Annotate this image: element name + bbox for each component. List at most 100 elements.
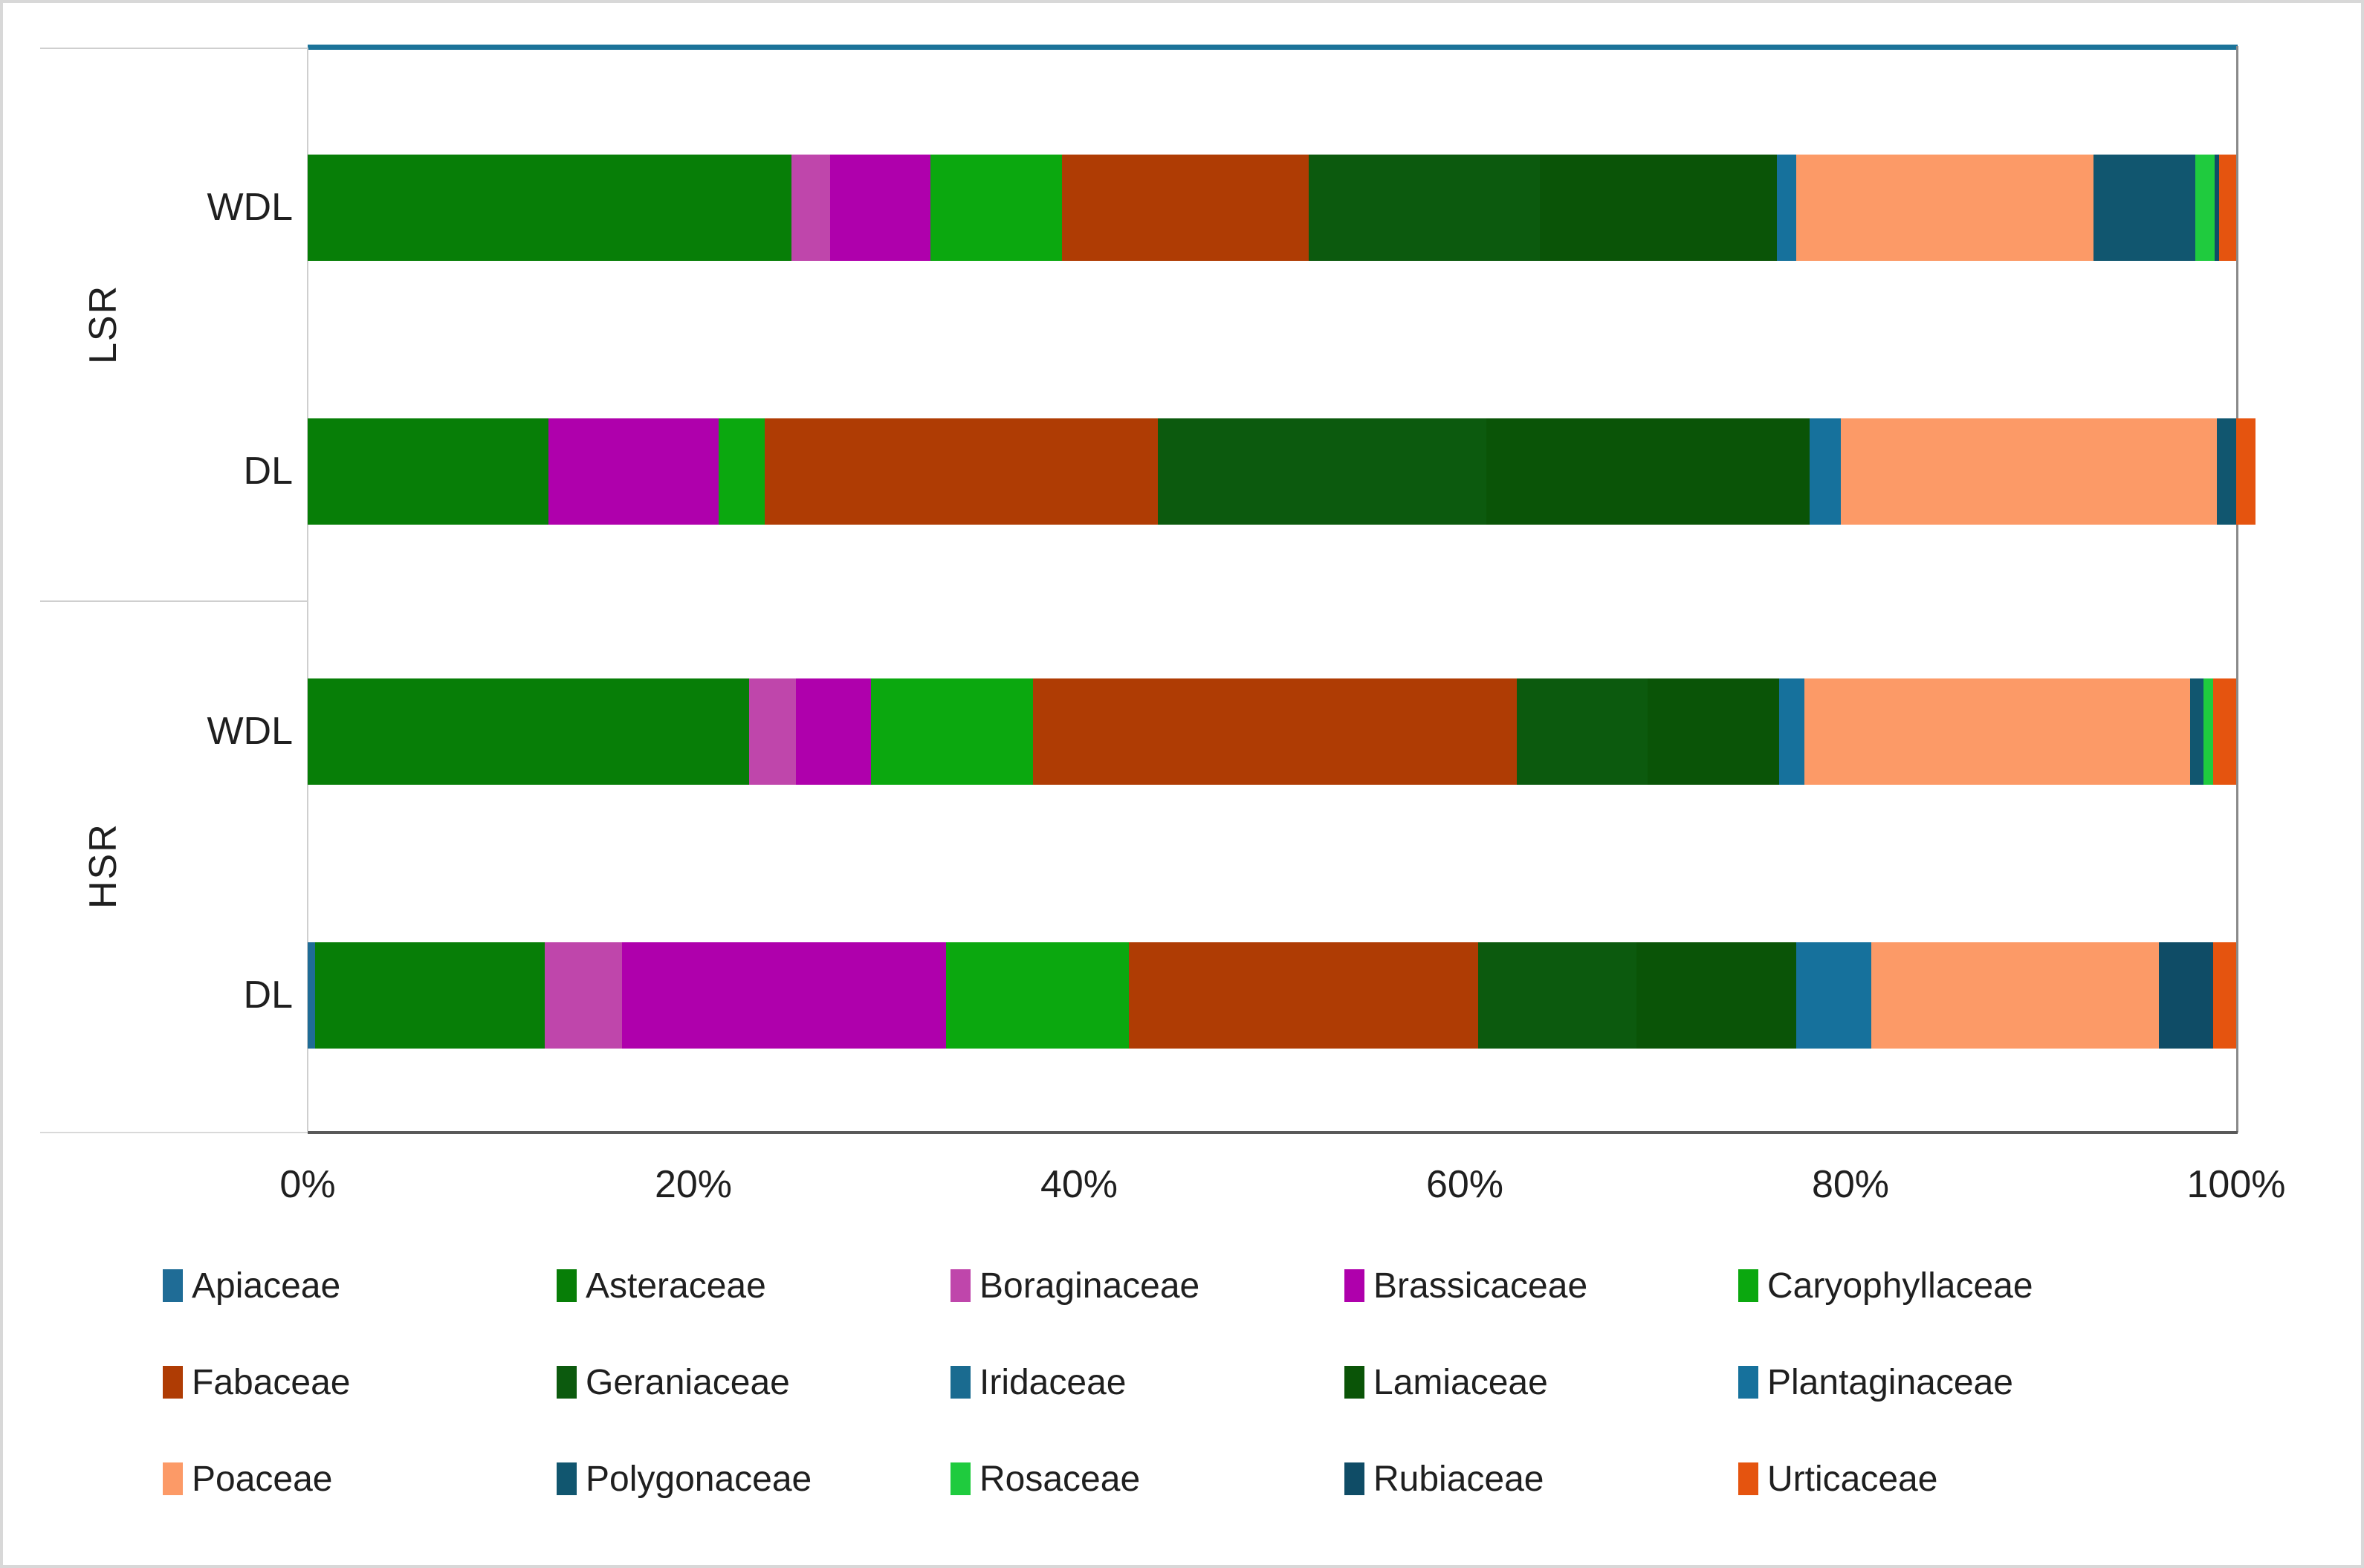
bar-segment-urticaceae bbox=[2218, 155, 2236, 261]
row-label-hsr-wdl: WDL bbox=[207, 710, 293, 753]
legend-label: Brassicaceae bbox=[1373, 1266, 1588, 1306]
bar-segment-urticaceae bbox=[2235, 418, 2255, 525]
legend-item-polygonaceae: Polygonaceae bbox=[557, 1452, 951, 1506]
bar-segment-rosaceae bbox=[2195, 155, 2215, 261]
category-axis-line bbox=[307, 48, 308, 1131]
legend-item-lamiaceae: Lamiaceae bbox=[1344, 1355, 1738, 1409]
legend-swatch-icon bbox=[557, 1269, 577, 1302]
bar-segment-caryophyllaceae bbox=[870, 678, 1033, 785]
bar-segment-plantaginaceae bbox=[1796, 942, 1872, 1049]
group-separator-top bbox=[40, 48, 308, 49]
legend-label: Iridaceae bbox=[979, 1362, 1127, 1402]
legend-label: Lamiaceae bbox=[1373, 1362, 1548, 1402]
bar-segment-fabaceae bbox=[1032, 678, 1518, 785]
legend-item-rubiaceae: Rubiaceae bbox=[1344, 1452, 1738, 1506]
bar-segment-poaceae bbox=[1840, 418, 2217, 525]
bar-segment-urticaceae bbox=[2212, 678, 2236, 785]
legend-label: Rubiaceae bbox=[1373, 1459, 1544, 1499]
bar-segment-rubiaceae bbox=[2159, 942, 2213, 1049]
legend-label: Fabaceae bbox=[192, 1362, 351, 1402]
x-tick-0: 0% bbox=[279, 1163, 336, 1206]
bar-segment-boraginaceae bbox=[749, 678, 796, 785]
row-label-lsr-wdl: WDL bbox=[207, 186, 293, 229]
bar-segment-geraniaceae bbox=[1517, 678, 1648, 785]
bar-segment-geraniaceae bbox=[1478, 942, 1636, 1049]
legend-swatch-icon bbox=[951, 1366, 971, 1399]
legend-item-rosaceae: Rosaceae bbox=[951, 1452, 1344, 1506]
bar-segment-poaceae bbox=[1796, 155, 2093, 261]
bar-segment-fabaceae bbox=[1129, 942, 1479, 1049]
bar-segment-caryophyllaceae bbox=[930, 155, 1062, 261]
bar-segment-asteraceae bbox=[308, 678, 750, 785]
bar-lsr-dl bbox=[308, 418, 2255, 525]
plot-top-accent-line bbox=[308, 45, 2238, 50]
legend-swatch-icon bbox=[163, 1462, 183, 1495]
legend-label: Apiaceae bbox=[192, 1266, 341, 1306]
legend-item-asteraceae: Asteraceae bbox=[557, 1259, 951, 1312]
legend-swatch-icon bbox=[951, 1269, 971, 1302]
bar-segment-brassicaceae bbox=[830, 155, 931, 261]
legend-swatch-icon bbox=[163, 1269, 183, 1302]
bar-segment-lamiaceae bbox=[1648, 678, 1779, 785]
bar-segment-fabaceae bbox=[1061, 155, 1309, 261]
bar-segment-fabaceae bbox=[765, 418, 1159, 525]
x-tick-40: 40% bbox=[1040, 1163, 1118, 1206]
x-tick-20: 20% bbox=[654, 1163, 733, 1206]
legend-item-plantaginaceae: Plantaginaceae bbox=[1738, 1355, 2132, 1409]
legend-label: Caryophyllaceae bbox=[1767, 1266, 2033, 1306]
legend-item-geraniaceae: Geraniaceae bbox=[557, 1355, 951, 1409]
legend-swatch-icon bbox=[1344, 1269, 1364, 1302]
bar-segment-rosaceae bbox=[2203, 678, 2213, 785]
plot-area bbox=[308, 48, 2255, 1131]
bar-segment-geraniaceae bbox=[1158, 418, 1486, 525]
legend-swatch-icon bbox=[1344, 1366, 1364, 1399]
bar-segment-polygonaceae bbox=[2189, 678, 2203, 785]
bar-segment-brassicaceae bbox=[621, 942, 946, 1049]
legend-swatch-icon bbox=[1738, 1366, 1758, 1399]
bar-segment-poaceae bbox=[1871, 942, 2160, 1049]
x-tick-80: 80% bbox=[1811, 1163, 1890, 1206]
bar-segment-plantaginaceae bbox=[1777, 155, 1797, 261]
legend-item-iridaceae: Iridaceae bbox=[951, 1355, 1344, 1409]
legend-swatch-icon bbox=[163, 1366, 183, 1399]
legend-item-boraginaceae: Boraginaceae bbox=[951, 1259, 1344, 1312]
legend-item-fabaceae: Fabaceae bbox=[163, 1355, 557, 1409]
bar-segment-geraniaceae bbox=[1308, 155, 1541, 261]
legend-item-caryophyllaceae: Caryophyllaceae bbox=[1738, 1259, 2132, 1312]
bar-segment-asteraceae bbox=[308, 155, 792, 261]
bar-segment-polygonaceae bbox=[2217, 418, 2236, 525]
x-axis-line bbox=[308, 1131, 2238, 1134]
legend-label: Geraniaceae bbox=[586, 1362, 790, 1402]
row-label-hsr-dl: DL bbox=[243, 973, 293, 1017]
legend-label: Boraginaceae bbox=[979, 1266, 1200, 1306]
legend-swatch-icon bbox=[557, 1462, 577, 1495]
legend-swatch-icon bbox=[557, 1366, 577, 1399]
legend-label: Poaceae bbox=[192, 1459, 333, 1499]
legend-swatch-icon bbox=[1344, 1462, 1364, 1495]
plot-right-border bbox=[2236, 46, 2238, 1133]
legend-item-poaceae: Poaceae bbox=[163, 1452, 557, 1506]
bar-segment-asteraceae bbox=[308, 418, 549, 525]
legend-label: Polygonaceae bbox=[586, 1459, 812, 1499]
bar-segment-rubiaceae bbox=[2215, 155, 2219, 261]
bar-hsr-wdl bbox=[308, 678, 2236, 785]
bar-segment-urticaceae bbox=[2212, 942, 2236, 1049]
bar-segment-lamiaceae bbox=[1486, 418, 1810, 525]
legend-swatch-icon bbox=[1738, 1269, 1758, 1302]
bar-segment-brassicaceae bbox=[548, 418, 719, 525]
legend-item-urticaceae: Urticaceae bbox=[1738, 1452, 2132, 1506]
legend-item-apiaceae: Apiaceae bbox=[163, 1259, 557, 1312]
bar-lsr-wdl bbox=[308, 155, 2236, 261]
bar-segment-asteraceae bbox=[315, 942, 545, 1049]
bar-hsr-dl bbox=[308, 942, 2236, 1049]
chart-legend: Apiaceae Asteraceae Boraginaceae Brassicace… bbox=[163, 1259, 2303, 1506]
bar-segment-caryophyllaceae bbox=[718, 418, 765, 525]
bar-segment-polygonaceae bbox=[2093, 155, 2196, 261]
bar-segment-brassicaceae bbox=[795, 678, 871, 785]
bar-segment-caryophyllaceae bbox=[945, 942, 1130, 1049]
legend-label: Plantaginaceae bbox=[1767, 1362, 2013, 1402]
legend-label: Urticaceae bbox=[1767, 1459, 1938, 1499]
x-axis-ticks: 0% 20% 40% 60% 80% 100% bbox=[279, 1162, 2285, 1222]
legend-label: Rosaceae bbox=[979, 1459, 1141, 1499]
